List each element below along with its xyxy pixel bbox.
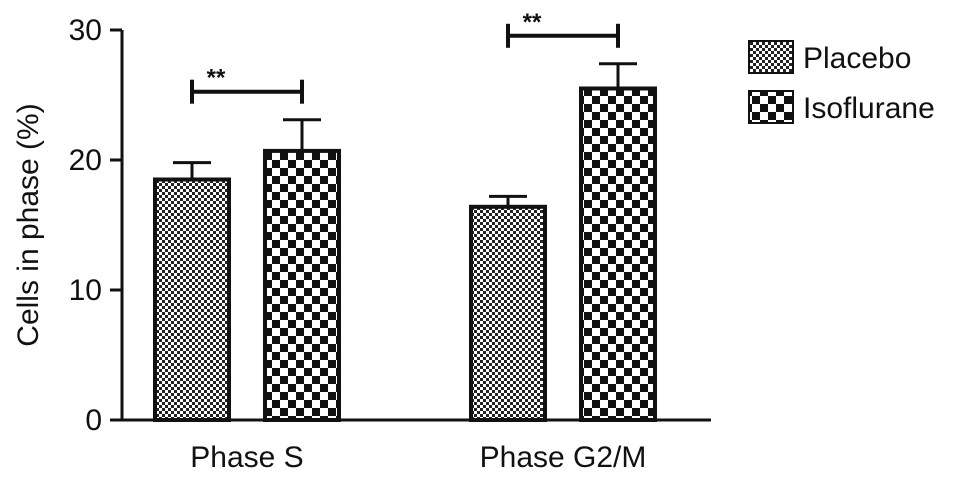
bar-placebo-phase-g2-m	[469, 204, 547, 422]
significance-label-0: **	[207, 65, 226, 92]
x-category-label-1: Phase G2/M	[480, 441, 647, 474]
y-tick-label-30: 30	[69, 14, 102, 47]
legend: Placebo Isoflurane	[748, 40, 935, 125]
x-category-label-0: Phase S	[190, 441, 303, 474]
legend-label-isoflurane: Isoflurane	[803, 92, 935, 125]
significance-label-1: **	[523, 9, 542, 36]
legend-label-placebo: Placebo	[803, 42, 911, 75]
y-tick-label-0: 0	[85, 404, 102, 437]
legend-swatch-placebo	[748, 40, 794, 74]
legend-swatch-isoflurane	[748, 90, 794, 124]
y-tick-label-10: 10	[69, 274, 102, 307]
y-tick-label-20: 20	[69, 144, 102, 177]
bar-isoflurane-phase-g2-m	[579, 86, 657, 422]
y-axis-label: Cells in phase (%)	[12, 103, 45, 346]
bar-placebo-phase-s	[153, 177, 231, 422]
bar-isoflurane-phase-s	[263, 148, 341, 422]
